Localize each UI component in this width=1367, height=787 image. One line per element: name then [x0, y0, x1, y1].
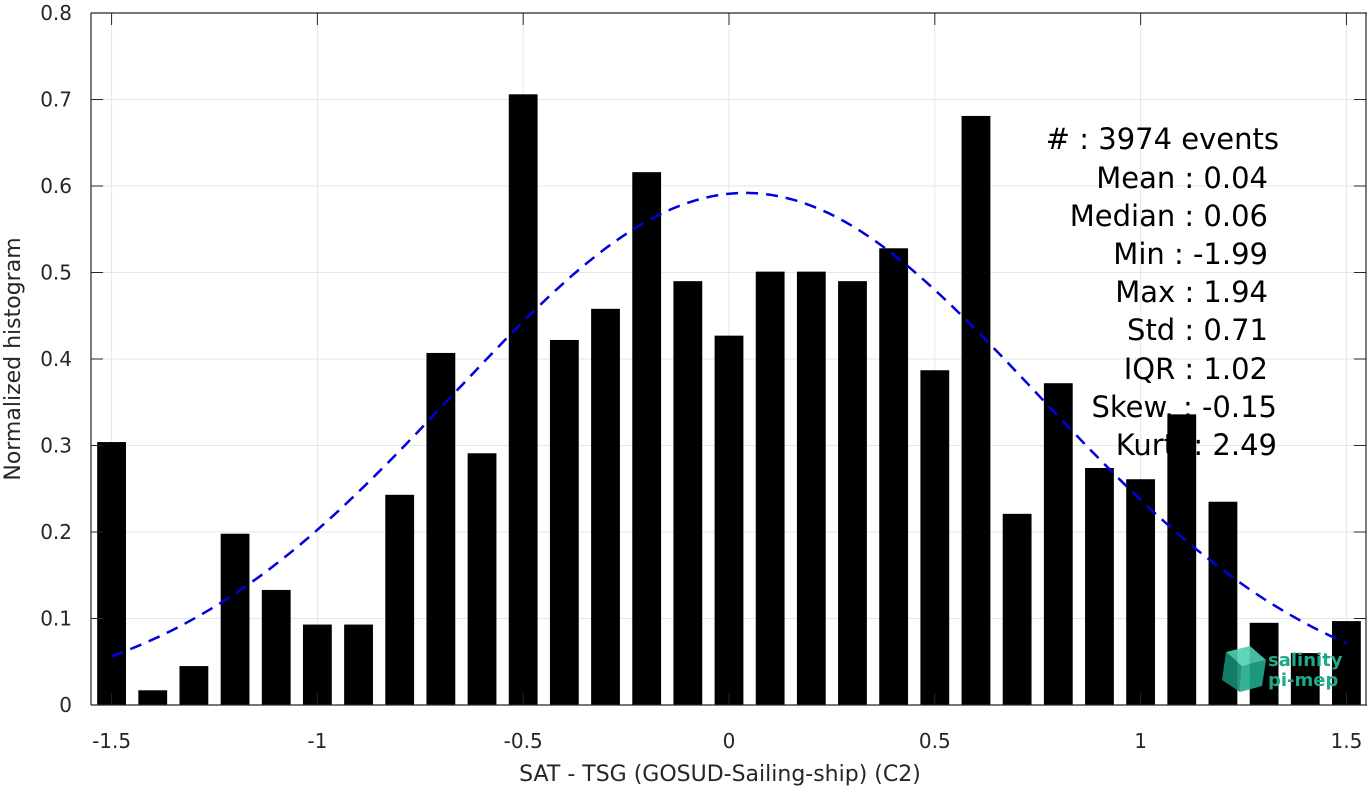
plot-axes [90, 12, 1367, 706]
histogram-bar [1290, 653, 1320, 705]
stats-median: Median : 0.06 [1070, 199, 1268, 233]
stats-iqr: IQR : 1.02 [1124, 352, 1268, 386]
histogram-bar [1002, 513, 1032, 705]
histogram-bar [838, 281, 867, 705]
y-tick-label: 0.6 [40, 174, 72, 198]
y-tick-label: 0.8 [40, 1, 72, 25]
y-tick-label: 0.1 [40, 607, 72, 631]
x-tick-label: -1 [307, 729, 327, 753]
x-tick-label: 1 [1134, 729, 1147, 753]
histogram-bar [591, 308, 620, 705]
histogram-bar [344, 624, 373, 705]
logo-line-2: pi-mep [1268, 670, 1338, 691]
histogram-bar [1126, 479, 1156, 705]
y-tick-label: 0.7 [40, 88, 72, 112]
histogram-bar [1085, 467, 1114, 705]
histogram-bar [796, 271, 826, 705]
histogram-bar [179, 666, 209, 705]
histogram-bar [1167, 414, 1197, 705]
histogram-bar [467, 453, 497, 705]
x-tick-label: 0.5 [919, 729, 951, 753]
y-tick-labels: 0 0.1 0.2 0.3 0.4 0.5 0.6 0.7 0.8 [40, 1, 72, 717]
histogram-bar [1043, 383, 1073, 705]
salinity-pi-mep-logo: salinity pi-mep [1222, 646, 1343, 692]
histogram-bar [1332, 621, 1361, 705]
histogram-bar [261, 589, 291, 705]
stats-std: Std : 0.71 [1127, 313, 1268, 347]
stats-skew: Skew. : -0.15 [1091, 390, 1277, 424]
x-axis-label: SAT - TSG (GOSUD-Sailing-ship) (C2) [519, 762, 921, 787]
x-tick-label: 1.5 [1331, 729, 1363, 753]
stats-mean: Mean : 0.04 [1096, 161, 1268, 195]
histogram-bar [714, 335, 744, 705]
stats-max: Max : 1.94 [1115, 275, 1268, 309]
histogram-bar [755, 271, 785, 705]
normal-fit-curve [111, 191, 1347, 658]
histogram-bar [138, 690, 168, 705]
y-axis-label: Normalized histogram [1, 237, 26, 480]
y-tick-label: 0.3 [40, 434, 72, 458]
histogram-bar [97, 442, 126, 705]
histogram-bar [549, 339, 579, 705]
logo-line-1: salinity [1268, 650, 1343, 671]
x-tick-labels: -1.5 -1 -0.5 0 0.5 1 1.5 [92, 729, 1362, 753]
histogram-bar [632, 172, 662, 705]
y-tick-label: 0 [59, 693, 72, 717]
histogram-bar [302, 624, 332, 705]
logo-cube-icon [1222, 646, 1266, 692]
x-tick-label: -0.5 [504, 729, 543, 753]
histogram-bars [97, 94, 1361, 705]
y-tick-label: 0.4 [40, 347, 72, 371]
x-tick-label: -1.5 [92, 729, 131, 753]
histogram-bar [220, 533, 250, 705]
histogram-bar [385, 494, 415, 705]
stats-box: # : 3974 events Mean : 0.04 Median : 0.0… [1046, 122, 1279, 462]
histogram-bar [920, 370, 950, 705]
histogram-bar [673, 281, 703, 705]
stats-min: Min : -1.99 [1113, 237, 1268, 271]
histogram-bar [426, 352, 456, 705]
x-tick-label: 0 [723, 729, 736, 753]
y-tick-label: 0.2 [40, 520, 72, 544]
y-tick-label: 0.5 [40, 261, 72, 285]
stats-kurt: Kurt. : 2.49 [1116, 428, 1277, 462]
histogram-bar [961, 115, 991, 705]
stats-events: # : 3974 events [1046, 122, 1279, 156]
histogram-bar [508, 94, 538, 705]
histogram-bar [879, 248, 909, 705]
